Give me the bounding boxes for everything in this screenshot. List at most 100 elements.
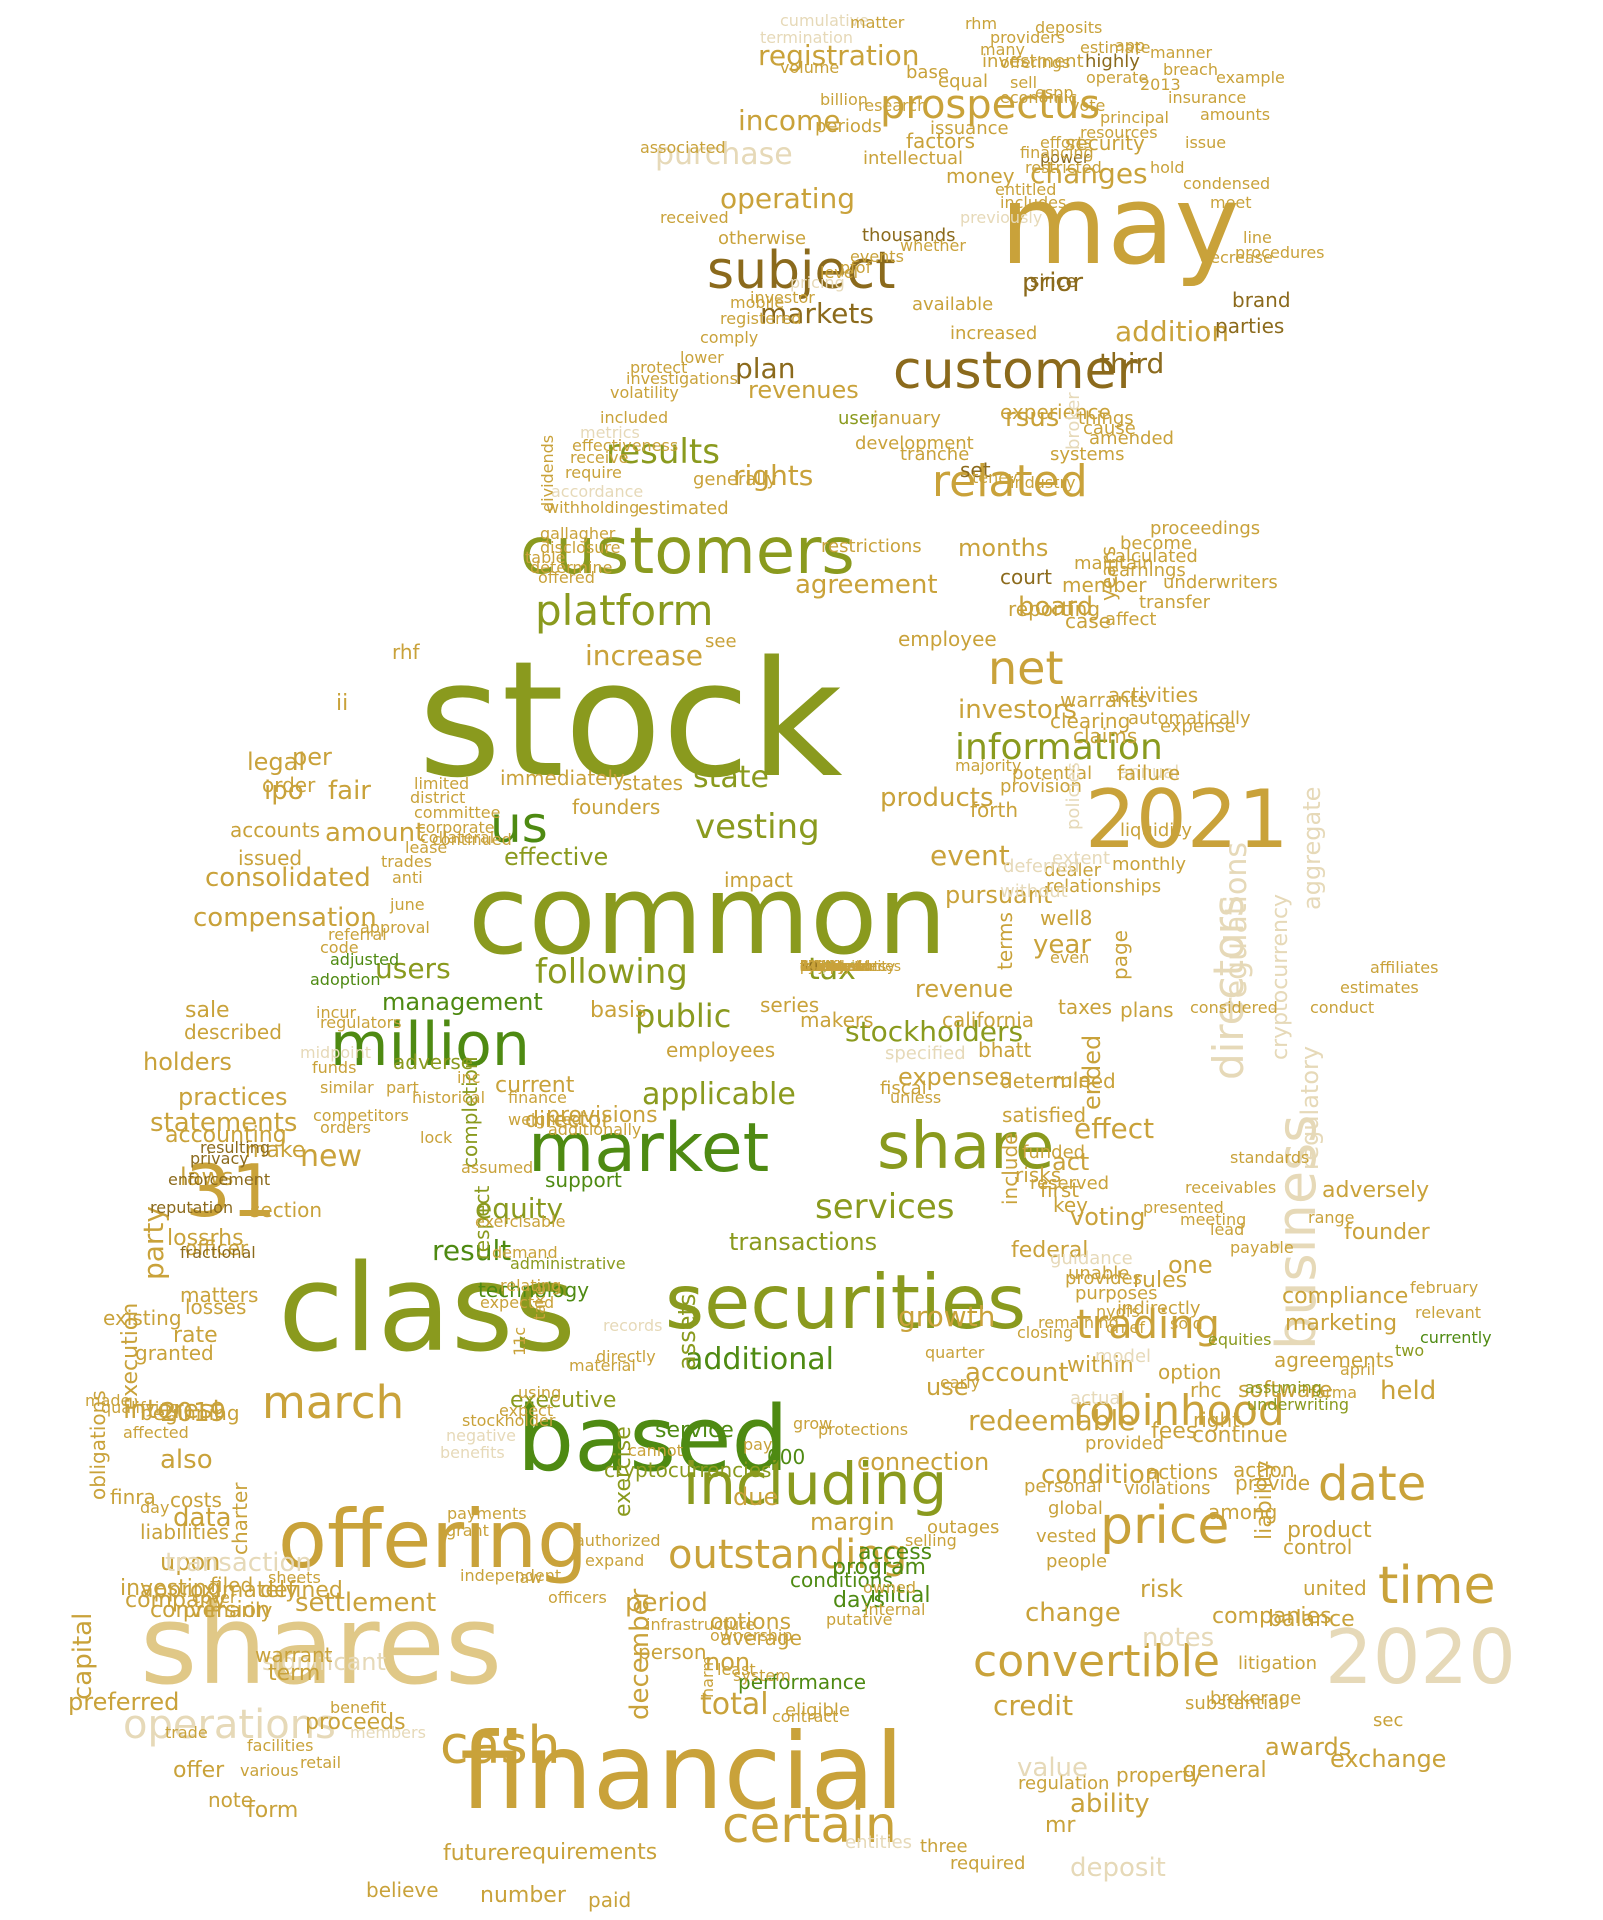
cloud-word: issue: [1185, 133, 1227, 152]
cloud-word: action: [1233, 1458, 1295, 1482]
cloud-word: director: [525, 1108, 611, 1133]
cloud-word: limited: [414, 774, 470, 793]
cloud-word: factors: [906, 129, 976, 153]
cloud-word: practices: [178, 1083, 288, 1111]
cloud-word: 0: [800, 959, 809, 975]
cloud-word: credit: [993, 1689, 1074, 1722]
cloud-word: termination: [760, 28, 854, 47]
cloud-word: states: [622, 771, 684, 795]
cloud-word: 21: [800, 959, 818, 975]
cloud-word: regulation: [1018, 1773, 1110, 1794]
cloud-word: code: [320, 938, 359, 957]
cloud-word: primarily: [183, 1598, 273, 1622]
cloud-word: bhatt: [978, 1038, 1032, 1062]
cloud-word: sold: [1170, 1314, 1203, 1333]
cloud-word: activity: [800, 959, 852, 975]
cloud-word: 2013: [1140, 75, 1181, 94]
cloud-word: trading: [1076, 1302, 1220, 1348]
cloud-word: independent: [460, 1566, 562, 1585]
cloud-word: 10: [800, 959, 818, 975]
cloud-word: potential: [1012, 763, 1093, 784]
cloud-word: without: [1000, 881, 1068, 902]
cloud-word: mr: [1045, 1813, 1076, 1838]
cloud-word: page: [1108, 930, 1132, 980]
cloud-word: executive: [510, 1388, 617, 1413]
cloud-word: failure: [1117, 761, 1181, 785]
cloud-word: us: [490, 796, 548, 854]
cloud-word: decrease: [1200, 248, 1273, 267]
cloud-word: operations: [123, 1702, 336, 1748]
cloud-word: share: [877, 1110, 1055, 1184]
cloud-word: negative: [446, 1426, 516, 1445]
cloud-word: effectiveness: [572, 436, 679, 455]
cloud-word: withholding: [546, 498, 640, 517]
cloud-word: affect: [1105, 609, 1157, 630]
cloud-word: facility: [800, 959, 847, 975]
cloud-word: platform: [535, 586, 714, 635]
cloud-word: 24: [800, 959, 818, 975]
cloud-word: value: [1017, 1753, 1089, 1783]
cloud-word: charter: [228, 1482, 252, 1555]
cloud-word: b: [800, 959, 809, 975]
cloud-word: manner: [1150, 43, 1213, 62]
cloud-word: systems: [1050, 444, 1125, 465]
cloud-word: securities: [665, 1258, 1027, 1346]
cloud-word: markets: [760, 297, 874, 330]
cloud-word: entitled: [995, 180, 1057, 199]
cloud-word: orders: [320, 1118, 371, 1137]
cloud-word: insurance: [1168, 88, 1247, 107]
cloud-word: pfof: [840, 258, 872, 277]
cloud-word: offering: [278, 1493, 588, 1586]
cloud-word: experience: [1000, 400, 1111, 424]
cloud-word: risk: [1140, 1575, 1183, 1603]
cloud-word: law: [515, 1568, 543, 1587]
cloud-word: table: [525, 548, 566, 567]
cloud-word: protections: [818, 1420, 909, 1439]
cloud-word: infrastructure: [646, 1615, 756, 1634]
cloud-word: circumstances: [800, 959, 902, 975]
cloud-word: chief: [1106, 1318, 1145, 1337]
cloud-word: many: [980, 40, 1025, 59]
cloud-word: current: [495, 1073, 575, 1098]
cloud-word: historical: [412, 1088, 486, 1107]
cloud-word: 27: [800, 959, 818, 975]
cloud-word: offered: [538, 568, 595, 587]
cloud-word: resources: [1080, 123, 1158, 142]
cloud-word: eligible: [785, 1700, 851, 1721]
cloud-word: beginning: [140, 1401, 240, 1425]
cloud-word: inc: [457, 1068, 481, 1087]
cloud-word: thousands: [862, 225, 956, 246]
cloud-word: addition: [1115, 315, 1230, 348]
cloud-word: end: [800, 959, 827, 975]
cloud-word: investigations: [626, 369, 738, 388]
cloud-word: app: [1115, 36, 1146, 55]
cloud-word: lead: [1210, 1220, 1245, 1239]
cloud-word: conditions: [790, 1568, 893, 1592]
cloud-word: reporting: [1008, 597, 1101, 621]
cloud-word: revenue: [915, 975, 1014, 1003]
cloud-word: convertible: [973, 1636, 1220, 1687]
cloud-word: term: [268, 1661, 321, 1686]
cloud-word: indirectly: [1117, 1298, 1201, 1319]
cloud-word: billion: [820, 90, 868, 109]
cloud-word: fractional: [180, 1243, 256, 1262]
cloud-word: investors: [958, 695, 1077, 725]
cloud-word: release: [800, 959, 852, 975]
cloud-word: procedures: [1235, 243, 1325, 262]
cloud-word: security: [1065, 131, 1145, 155]
cloud-word: sell: [1010, 73, 1038, 92]
cloud-word: power: [1040, 148, 1090, 167]
cloud-word: provides: [1065, 1268, 1142, 1289]
cloud-word: development: [855, 433, 974, 454]
cloud-word: currently: [1420, 1328, 1492, 1347]
cloud-word: plans: [1120, 998, 1174, 1022]
cloud-word: robinhood: [1073, 1386, 1285, 1435]
cloud-word: 6: [800, 959, 809, 975]
cloud-word: october: [800, 959, 854, 975]
cloud-word: program: [832, 1555, 926, 1580]
cloud-word: incur: [316, 1003, 357, 1022]
cloud-word: includes: [1000, 193, 1067, 212]
cloud-word: issuance: [930, 118, 1009, 139]
cloud-word: entities: [845, 1832, 913, 1853]
cloud-word: defined: [260, 1578, 343, 1603]
